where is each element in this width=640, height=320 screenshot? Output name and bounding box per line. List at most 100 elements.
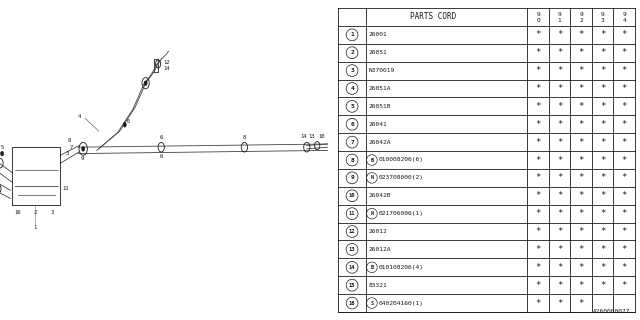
Text: *: *: [600, 156, 605, 164]
Text: *: *: [621, 173, 627, 182]
Text: *: *: [579, 173, 584, 182]
Text: *: *: [600, 191, 605, 200]
Text: *: *: [536, 48, 541, 57]
Text: 3: 3: [350, 68, 354, 73]
Text: 8: 8: [243, 135, 246, 140]
Text: 13: 13: [349, 247, 355, 252]
Text: N: N: [371, 175, 374, 180]
Text: *: *: [621, 138, 627, 147]
Text: 13: 13: [308, 133, 316, 139]
Text: 3: 3: [51, 210, 54, 215]
Text: 11: 11: [63, 186, 69, 191]
Text: *: *: [600, 66, 605, 75]
Text: 26042A: 26042A: [369, 140, 391, 145]
Text: A260000027: A260000027: [593, 308, 630, 314]
Text: *: *: [621, 84, 627, 93]
Text: *: *: [557, 156, 563, 164]
Text: *: *: [579, 299, 584, 308]
Text: 12: 12: [163, 60, 170, 65]
Text: *: *: [621, 281, 627, 290]
Text: 10: 10: [318, 133, 324, 139]
Text: 6: 6: [127, 119, 130, 124]
Text: *: *: [536, 191, 541, 200]
Text: 83321: 83321: [369, 283, 387, 288]
Text: *: *: [557, 209, 563, 218]
Text: N370019: N370019: [369, 68, 395, 73]
Text: 26051A: 26051A: [369, 86, 391, 91]
Text: *: *: [536, 156, 541, 164]
Text: 010108206(4): 010108206(4): [378, 265, 424, 270]
Text: *: *: [579, 245, 584, 254]
Text: 9: 9: [558, 12, 561, 17]
Text: 3: 3: [601, 18, 605, 23]
Text: 9: 9: [81, 156, 84, 161]
Text: *: *: [536, 120, 541, 129]
Text: *: *: [621, 263, 627, 272]
Text: *: *: [557, 84, 563, 93]
Text: *: *: [557, 263, 563, 272]
Text: 14: 14: [163, 66, 170, 71]
Text: *: *: [600, 102, 605, 111]
Text: 15: 15: [349, 283, 355, 288]
Text: *: *: [600, 173, 605, 182]
Text: *: *: [579, 66, 584, 75]
Text: *: *: [557, 30, 563, 39]
Text: *: *: [600, 138, 605, 147]
Text: 7: 7: [350, 140, 354, 145]
Text: *: *: [621, 66, 627, 75]
Text: *: *: [557, 191, 563, 200]
Text: 1: 1: [350, 32, 354, 37]
Text: *: *: [579, 84, 584, 93]
Text: *: *: [621, 30, 627, 39]
Text: *: *: [557, 299, 563, 308]
Text: *: *: [621, 120, 627, 129]
Text: 5: 5: [1, 145, 4, 150]
Text: *: *: [621, 102, 627, 111]
Text: *: *: [579, 191, 584, 200]
Text: S: S: [371, 300, 374, 306]
Text: 26041: 26041: [369, 122, 387, 127]
Text: *: *: [579, 30, 584, 39]
Text: 6: 6: [350, 122, 354, 127]
Text: *: *: [557, 120, 563, 129]
Text: *: *: [579, 263, 584, 272]
Text: 2: 2: [34, 210, 37, 215]
Text: 26042B: 26042B: [369, 193, 391, 198]
Text: *: *: [579, 138, 584, 147]
Text: 4: 4: [622, 18, 626, 23]
Text: 7: 7: [70, 145, 73, 150]
Text: *: *: [557, 66, 563, 75]
Text: *: *: [557, 48, 563, 57]
Text: *: *: [557, 227, 563, 236]
Text: 8: 8: [67, 138, 70, 143]
Text: B: B: [371, 265, 374, 270]
Text: *: *: [600, 48, 605, 57]
Text: 4: 4: [78, 114, 81, 119]
Text: 2: 2: [579, 18, 583, 23]
Text: 26012: 26012: [369, 229, 387, 234]
Text: *: *: [579, 120, 584, 129]
Text: *: *: [536, 84, 541, 93]
Text: 8: 8: [350, 157, 354, 163]
Text: 14: 14: [349, 265, 355, 270]
Circle shape: [144, 81, 147, 86]
Text: 10: 10: [349, 193, 355, 198]
Text: 9: 9: [536, 12, 540, 17]
Text: 040204160(1): 040204160(1): [378, 300, 424, 306]
Text: *: *: [536, 245, 541, 254]
Text: 023708000(2): 023708000(2): [378, 175, 424, 180]
Text: 5: 5: [350, 104, 354, 109]
Text: *: *: [579, 48, 584, 57]
Text: *: *: [536, 227, 541, 236]
Text: 021706006(1): 021706006(1): [378, 211, 424, 216]
Text: *: *: [600, 84, 605, 93]
Circle shape: [124, 122, 126, 127]
Text: *: *: [621, 191, 627, 200]
Text: 9: 9: [622, 12, 626, 17]
Text: *: *: [536, 102, 541, 111]
Text: 26001: 26001: [369, 32, 387, 37]
Text: 26012A: 26012A: [369, 247, 391, 252]
Text: *: *: [536, 173, 541, 182]
Text: 6: 6: [159, 154, 163, 159]
Text: *: *: [600, 30, 605, 39]
